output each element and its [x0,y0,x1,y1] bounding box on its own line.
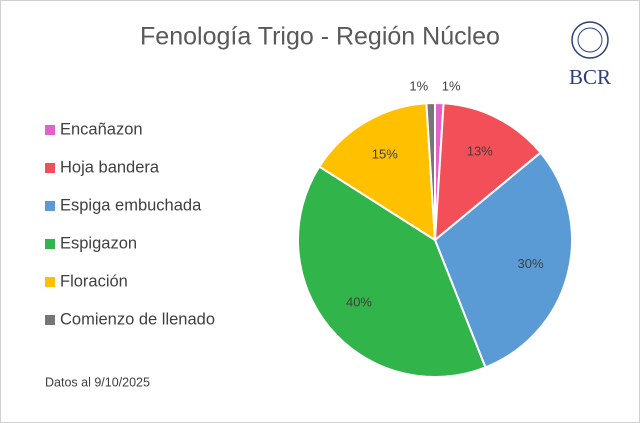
pie-slice [425,101,436,241]
pie-slice [317,102,437,242]
logo-emblem [571,21,609,59]
data-label: 1% [409,79,428,94]
logo-text: BCR [569,65,611,89]
data-label: 40% [346,294,372,309]
data-label: 30% [518,256,544,271]
legend-swatch [45,315,55,325]
legend-label: Comienzo de llenado [60,310,215,328]
legend-label: Encañazon [60,120,143,138]
logo-emblem-inner [577,27,603,53]
footnote: Datos al 9/10/2025 [45,375,150,389]
legend-label: Espigazon [60,234,137,252]
data-label: 1% [442,79,461,94]
pie-slice [433,102,542,243]
legend-swatch [45,277,55,287]
chart-title: Fenología Trigo - Región Núcleo [140,23,500,51]
legend-swatch [45,239,55,249]
data-label: 13% [467,144,493,159]
data-label: 15% [372,147,398,162]
legend-swatch [45,201,55,211]
legend-swatch [45,125,55,135]
legend-label: Hoja bandera [60,158,160,176]
logo: BCR [569,21,611,89]
pie-slice [433,151,573,369]
pie-slice [297,165,487,378]
legend-label: Floración [60,272,128,290]
legend-label: Espiga embuchada [60,196,202,214]
legend-swatch [45,163,55,173]
